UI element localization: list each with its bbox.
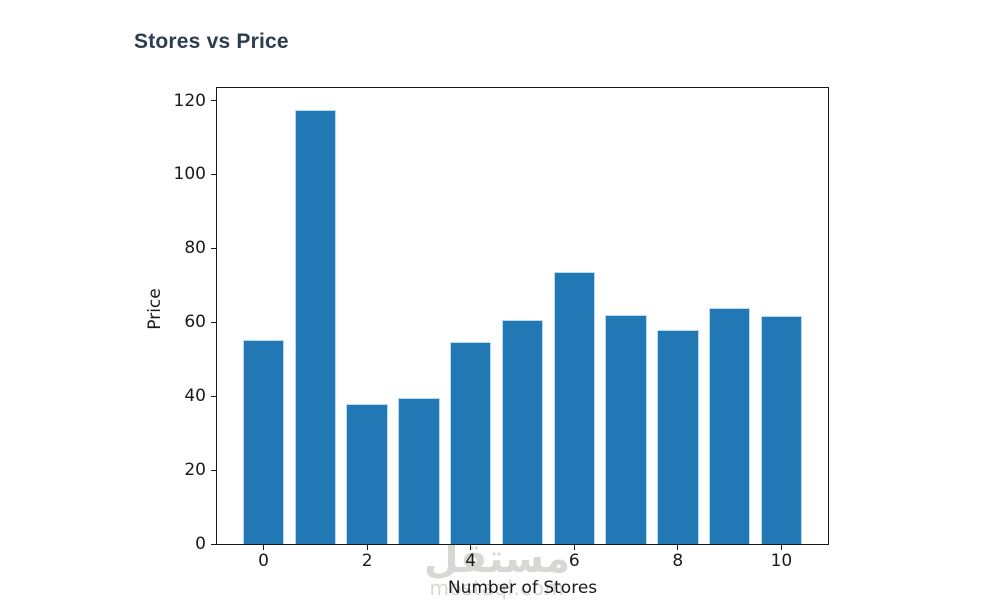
x-tickmark-2: [366, 545, 368, 550]
x-axis-label: Number of Stores: [447, 578, 598, 598]
bar-x8: [657, 330, 699, 544]
x-tick-label-10: 10: [770, 551, 793, 571]
x-tickmark-6: [573, 545, 575, 550]
bar-x6: [553, 272, 595, 544]
y-tick-label-0: 0: [195, 534, 206, 554]
x-tick-label-4: 4: [465, 551, 477, 571]
y-tickmark-80: [211, 247, 216, 249]
y-tickmark-100: [211, 173, 216, 175]
y-tick-label-120: 120: [173, 90, 206, 111]
bar-x3: [398, 398, 440, 544]
y-tick-label-40: 40: [184, 386, 206, 407]
y-tick-label-80: 80: [184, 238, 206, 259]
y-tick-label-20: 20: [184, 460, 206, 481]
x-tickmark-4: [470, 545, 472, 550]
x-tickmark-8: [677, 545, 679, 550]
bar-x10: [760, 315, 803, 544]
y-tickmark-20: [211, 469, 216, 471]
x-tick-label-8: 8: [672, 551, 684, 571]
x-tickmark-0: [263, 545, 265, 550]
watermark-domain-text: mostaql.com: [429, 576, 565, 600]
y-tick-label-60: 60: [184, 312, 206, 333]
y-tick-label-100: 100: [173, 164, 206, 185]
watermark: مستقل mostaql.com: [423, 536, 571, 600]
y-tickmark-40: [211, 395, 216, 397]
x-tick-label-2: 2: [361, 551, 373, 571]
plot-area: [216, 87, 829, 545]
bar-x2: [346, 404, 388, 544]
bar-x5: [501, 319, 544, 544]
bar-x9: [708, 308, 751, 544]
x-tick-label-0: 0: [258, 551, 269, 571]
x-tick-label-6: 6: [568, 551, 580, 571]
y-tickmark-120: [211, 100, 216, 102]
bar-x1: [294, 109, 337, 544]
y-tickmark-0: [211, 543, 216, 545]
y-tickmark-60: [211, 321, 216, 323]
chart-title: Stores vs Price: [134, 30, 289, 53]
bar-x7: [605, 314, 647, 544]
bar-x0: [242, 340, 285, 544]
x-tickmark-10: [780, 545, 782, 550]
bar-x4: [450, 341, 492, 544]
watermark-arabic-text: مستقل: [423, 536, 571, 582]
